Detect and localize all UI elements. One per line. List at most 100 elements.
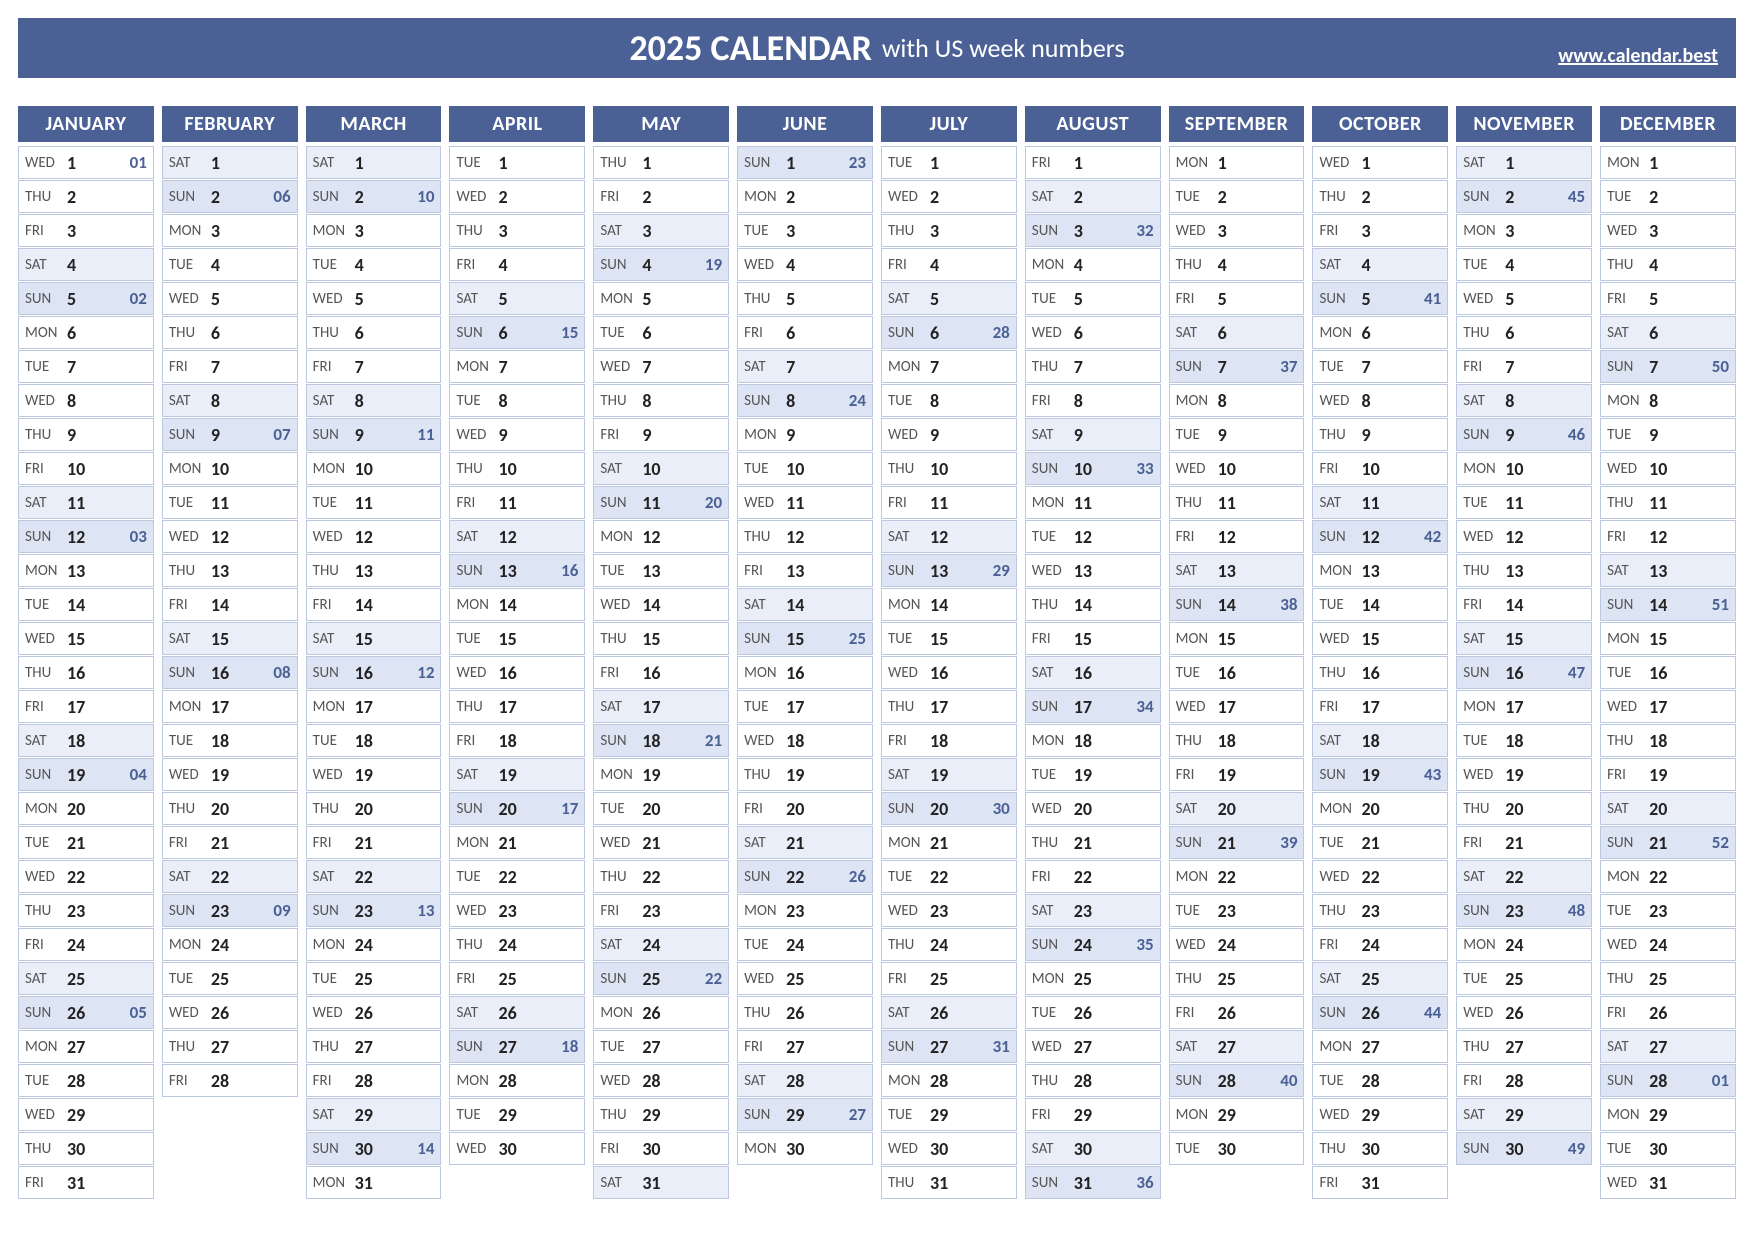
day-of-week-label: SUN [1463, 188, 1503, 206]
day-cell: SAT8 [162, 384, 298, 417]
week-number: 39 [1280, 832, 1297, 853]
day-number: 22 [1649, 866, 1667, 888]
day-cell: WED20 [1025, 792, 1161, 825]
day-cell: FRI8 [1025, 384, 1161, 417]
day-number: 21 [1505, 832, 1523, 854]
day-number: 21 [1361, 832, 1379, 854]
day-cell: FRI20 [737, 792, 873, 825]
month-column: SEPTEMBERMON1TUE2WED3THU4FRI5SAT6SUN737M… [1169, 106, 1305, 1200]
day-cell: TUE14 [1312, 588, 1448, 621]
day-of-week-label: THU [1319, 664, 1359, 682]
day-number: 28 [355, 1070, 373, 1092]
day-number: 9 [1361, 424, 1370, 446]
day-cell: TUE7 [1312, 350, 1448, 383]
day-of-week-label: SAT [1176, 324, 1216, 342]
day-of-week-label: TUE [600, 324, 640, 342]
day-of-week-label: FRI [25, 936, 65, 954]
day-cell: MON3 [1456, 214, 1592, 247]
day-cell: TUE2 [1600, 180, 1736, 213]
day-of-week-label: THU [1032, 596, 1072, 614]
day-cell: THU6 [162, 316, 298, 349]
day-number: 21 [355, 832, 373, 854]
day-cell: WED19 [1456, 758, 1592, 791]
day-of-week-label: SAT [313, 868, 353, 886]
day-of-week-label: SAT [1463, 868, 1503, 886]
day-of-week-label: THU [25, 426, 65, 444]
day-cell: TUE18 [306, 724, 442, 757]
day-number: 29 [786, 1104, 804, 1126]
day-cell: THU21 [1025, 826, 1161, 859]
day-number: 29 [642, 1104, 660, 1126]
week-number: 07 [273, 424, 290, 445]
header-credit[interactable]: www.calendar.best [1558, 44, 1718, 68]
day-cell: SAT4 [18, 248, 154, 281]
day-cell: MON26 [593, 996, 729, 1029]
day-cell: SAT15 [162, 622, 298, 655]
day-cell: MON13 [1312, 554, 1448, 587]
day-of-week-label: MON [1319, 800, 1359, 818]
day-of-week-label: MON [169, 460, 209, 478]
day-of-week-label: WED [1032, 324, 1072, 342]
day-cell: FRI11 [881, 486, 1017, 519]
day-cell: SUN2435 [1025, 928, 1161, 961]
day-of-week-label: FRI [600, 426, 640, 444]
day-cell: TUE18 [1456, 724, 1592, 757]
day-number: 27 [1649, 1036, 1667, 1058]
day-of-week-label: SUN [169, 188, 209, 206]
day-number: 2 [211, 186, 220, 208]
day-cell: FRI7 [306, 350, 442, 383]
day-number: 31 [930, 1172, 948, 1194]
day-of-week-label: MON [600, 1004, 640, 1022]
day-of-week-label: TUE [313, 970, 353, 988]
day-of-week-label: MON [1032, 494, 1072, 512]
day-number: 26 [1649, 1002, 1667, 1024]
day-number: 12 [1649, 526, 1667, 548]
day-of-week-label: MON [744, 426, 784, 444]
week-number: 22 [705, 968, 722, 989]
day-number: 5 [355, 288, 364, 310]
day-of-week-label: FRI [744, 800, 784, 818]
day-of-week-label: MON [888, 834, 928, 852]
day-cell: WED6 [1025, 316, 1161, 349]
day-of-week-label: FRI [1607, 1004, 1647, 1022]
day-cell: SUN2152 [1600, 826, 1736, 859]
day-number: 29 [498, 1104, 516, 1126]
day-of-week-label: SAT [169, 392, 209, 410]
day-number: 14 [930, 594, 948, 616]
day-number: 11 [498, 492, 516, 514]
day-number: 5 [498, 288, 507, 310]
day-of-week-label: WED [25, 630, 65, 648]
day-of-week-label: SUN [744, 154, 784, 172]
week-number: 47 [1568, 662, 1585, 683]
day-number: 15 [1218, 628, 1236, 650]
day-of-week-label: WED [313, 1004, 353, 1022]
day-number: 6 [1218, 322, 1227, 344]
day-cell: SUN419 [593, 248, 729, 281]
day-number: 10 [1505, 458, 1523, 480]
day-of-week-label: FRI [1319, 222, 1359, 240]
day-cell: FRI14 [1456, 588, 1592, 621]
day-cell: SUN737 [1169, 350, 1305, 383]
day-number: 8 [642, 390, 651, 412]
day-of-week-label: MON [169, 936, 209, 954]
day-number: 30 [930, 1138, 948, 1160]
day-of-week-label: MON [1463, 222, 1503, 240]
day-cell: WED17 [1169, 690, 1305, 723]
day-of-week-label: FRI [1607, 290, 1647, 308]
day-of-week-label: SUN [744, 1106, 784, 1124]
day-number: 27 [67, 1036, 85, 1058]
day-number: 18 [1361, 730, 1379, 752]
day-number: 24 [1074, 934, 1092, 956]
day-number: 13 [211, 560, 229, 582]
day-of-week-label: TUE [1607, 426, 1647, 444]
day-of-week-label: TUE [888, 1106, 928, 1124]
day-of-week-label: THU [169, 562, 209, 580]
day-number: 16 [1649, 662, 1667, 684]
day-cell: SAT16 [1025, 656, 1161, 689]
day-number: 11 [1074, 492, 1092, 514]
day-cell: THU11 [1169, 486, 1305, 519]
day-cell: MON17 [162, 690, 298, 723]
day-of-week-label: WED [456, 188, 496, 206]
day-number: 11 [786, 492, 804, 514]
day-of-week-label: SUN [744, 868, 784, 886]
